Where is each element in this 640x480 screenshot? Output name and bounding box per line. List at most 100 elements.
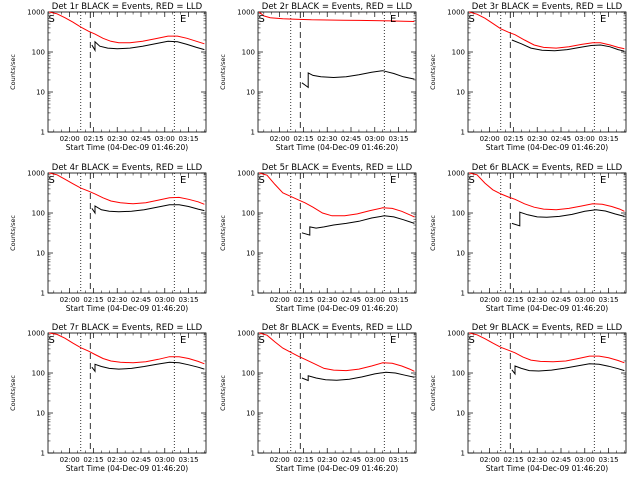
chart-title: Det 7r BLACK = Events, RED = LLD <box>52 323 203 333</box>
x-axis-label: Start Time (04-Dec-09 01:46:20) <box>66 304 188 313</box>
x-tick-label: 03:00 <box>365 135 385 143</box>
chart-panel-4: Det 4r BLACK = Events, RED = LLD 1 10 100 10… <box>9 163 207 313</box>
plot-frame <box>47 332 207 454</box>
chart-title: Det 2r BLACK = Events, RED = LLD <box>262 2 413 12</box>
marker-label-s: S <box>258 175 264 186</box>
marker-label-e: E <box>600 175 606 186</box>
x-tick-label: 03:00 <box>575 296 595 304</box>
x-axis-label: Start Time (04-Dec-09 01:46:20) <box>66 464 188 473</box>
x-tick-label: 02:15 <box>503 135 523 143</box>
x-axis-label: Start Time (04-Dec-09 01:46:20) <box>486 304 608 313</box>
x-tick-label: 03:00 <box>155 135 175 143</box>
x-tick-label: 02:45 <box>341 456 361 464</box>
y-tick-label: 10 <box>456 89 465 97</box>
x-tick-label: 03:00 <box>365 456 385 464</box>
series-line-lld <box>258 172 415 218</box>
chart-title: Det 8r BLACK = Events, RED = LLD <box>262 323 413 333</box>
x-tick-label: 02:15 <box>293 296 313 304</box>
x-axis-label: Start Time (04-Dec-09 01:46:20) <box>66 143 188 152</box>
y-tick-label: 1 <box>251 129 255 137</box>
x-tick-label: 02:45 <box>551 296 571 304</box>
y-tick-label: 10 <box>36 250 45 258</box>
chart-title: Det 3r BLACK = Events, RED = LLD <box>472 2 623 12</box>
y-tick-label: 1 <box>41 129 45 137</box>
series-line-events <box>91 361 205 373</box>
marker-label-s: S <box>258 335 264 346</box>
series-line-events <box>91 204 205 215</box>
y-axis-label: Counts/sec <box>9 375 17 411</box>
chart-title: Det 4r BLACK = Events, RED = LLD <box>52 163 203 173</box>
x-tick-label: 02:00 <box>60 296 80 304</box>
x-tick-label: 02:45 <box>341 296 361 304</box>
marker-label-s: S <box>258 14 264 25</box>
x-tick-label: 03:00 <box>575 456 595 464</box>
plot-frame <box>257 11 417 133</box>
y-tick-label: 1 <box>41 290 45 298</box>
y-axis-label: Counts/sec <box>219 375 227 411</box>
marker-label-e: E <box>600 335 606 346</box>
marker-label-s: S <box>468 14 474 25</box>
x-tick-label: 03:00 <box>155 456 175 464</box>
y-tick-label: 10 <box>246 89 255 97</box>
y-tick-label: 100 <box>242 49 255 57</box>
x-tick-label: 02:15 <box>83 296 103 304</box>
y-tick-label: 1000 <box>27 9 45 17</box>
x-tick-label: 02:45 <box>131 456 151 464</box>
plot-frame <box>47 11 207 133</box>
x-tick-label: 02:15 <box>293 456 313 464</box>
y-tick-label: 100 <box>32 210 45 218</box>
y-tick-label: 10 <box>456 410 465 418</box>
x-axis-label: Start Time (04-Dec-09 01:46:20) <box>486 143 608 152</box>
x-tick-label: 03:15 <box>388 296 408 304</box>
plot-frame <box>257 332 417 454</box>
x-tick-label: 02:15 <box>503 456 523 464</box>
plot-frame <box>467 172 627 294</box>
chart-panel-8: Det 8r BLACK = Events, RED = LLD 1 10 100 10… <box>219 323 417 473</box>
x-tick-label: 02:30 <box>317 456 337 464</box>
marker-label-s: S <box>48 175 54 186</box>
chart-panel-2: Det 2r BLACK = Events, RED = LLD 1 10 100 10… <box>219 2 417 152</box>
x-axis-label: Start Time (04-Dec-09 01:46:20) <box>276 304 398 313</box>
series-line-events <box>511 363 625 376</box>
x-axis-label: Start Time (04-Dec-09 01:46:20) <box>276 143 398 152</box>
chart-panel-5: Det 5r BLACK = Events, RED = LLD 1 10 100 10… <box>219 163 417 313</box>
y-tick-label: 10 <box>456 250 465 258</box>
x-axis-label: Start Time (04-Dec-09 01:46:20) <box>486 464 608 473</box>
plot-frame <box>47 172 207 294</box>
x-tick-label: 03:15 <box>598 296 618 304</box>
x-tick-label: 02:00 <box>480 135 500 143</box>
chart-title: Det 1r BLACK = Events, RED = LLD <box>52 2 203 12</box>
x-tick-label: 02:15 <box>503 296 523 304</box>
marker-label-e: E <box>180 335 186 346</box>
chart-panel-9: Det 9r BLACK = Events, RED = LLD 1 10 100 10… <box>429 323 627 473</box>
series-line-events <box>301 70 415 89</box>
marker-label-e: E <box>390 175 396 186</box>
series-line-events <box>91 40 205 53</box>
series-line-events <box>301 215 415 236</box>
y-tick-label: 1 <box>251 450 255 458</box>
marker-label-s: S <box>48 14 54 25</box>
y-tick-label: 100 <box>452 49 465 57</box>
series-line-events <box>511 209 625 227</box>
x-tick-label: 02:30 <box>317 296 337 304</box>
chart-panel-6: Det 6r BLACK = Events, RED = LLD 1 10 100 10… <box>429 163 627 313</box>
y-tick-label: 1000 <box>237 9 255 17</box>
marker-label-e: E <box>180 175 186 186</box>
x-tick-label: 03:15 <box>178 456 198 464</box>
x-tick-label: 02:30 <box>107 456 127 464</box>
plot-frame <box>257 172 417 294</box>
y-tick-label: 1 <box>251 290 255 298</box>
y-axis-label: Counts/sec <box>429 215 437 251</box>
series-line-lld <box>258 11 415 22</box>
y-axis-label: Counts/sec <box>219 54 227 90</box>
x-tick-label: 03:15 <box>598 135 618 143</box>
x-tick-label: 02:45 <box>131 296 151 304</box>
x-tick-label: 02:45 <box>551 135 571 143</box>
x-tick-label: 03:15 <box>598 456 618 464</box>
y-tick-label: 10 <box>246 410 255 418</box>
x-tick-label: 02:45 <box>341 135 361 143</box>
y-tick-label: 1000 <box>237 330 255 338</box>
series-line-events <box>301 371 415 382</box>
series-line-events <box>511 39 625 52</box>
